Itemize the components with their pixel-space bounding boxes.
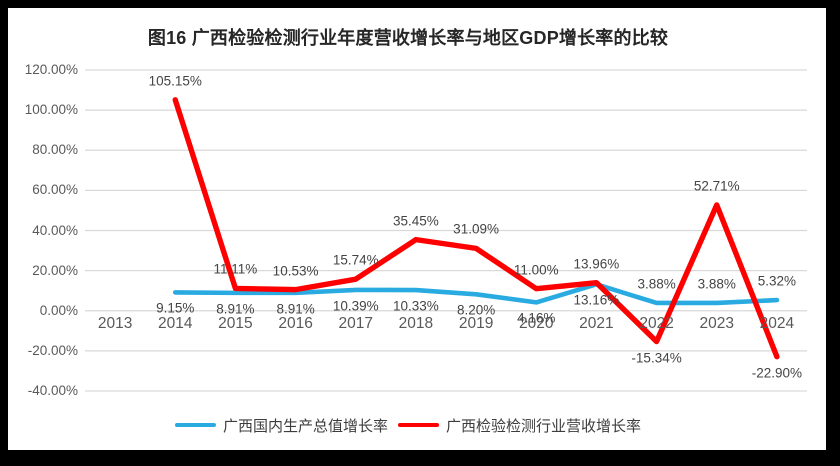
legend: 广西国内生产总值增长率 广西检验检测行业营收增长率: [8, 413, 808, 437]
chart-canvas: [8, 8, 826, 450]
legend-swatch-gdp-line-icon: [174, 422, 216, 428]
legend-item-gdp: 广西国内生产总值增长率: [174, 415, 388, 436]
legend-label-revenue: 广西检验检测行业营收增长率: [446, 417, 642, 435]
legend-swatch-revenue-line-icon: [398, 422, 439, 428]
legend-item-revenue: 广西检验检测行业营收增长率: [398, 415, 641, 436]
legend-label-gdp: 广西国内生产总值增长率: [222, 417, 388, 435]
chart-title: 图16 广西检验检测行业年度营收增长率与地区GDP增长率的比较: [147, 28, 669, 48]
